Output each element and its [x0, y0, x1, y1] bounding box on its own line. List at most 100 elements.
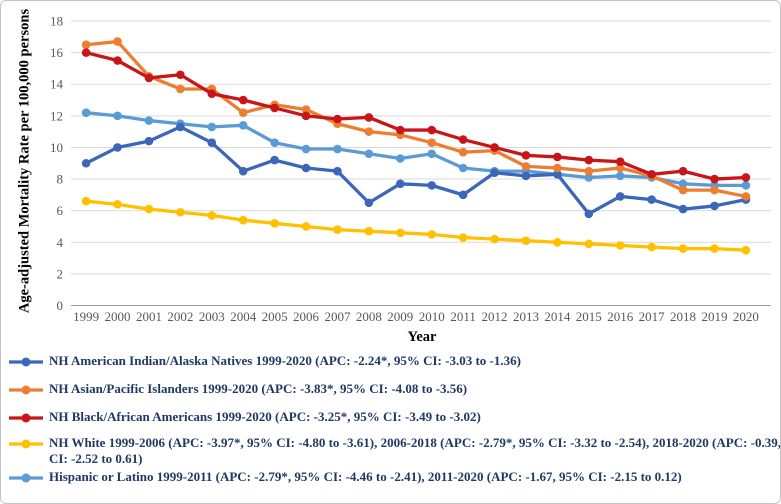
- data-point: [207, 89, 217, 99]
- svg-text:2009: 2009: [387, 309, 413, 324]
- legend-item: NH American Indian/Alaska Natives 1999-2…: [1, 353, 780, 369]
- svg-text:2003: 2003: [199, 309, 225, 324]
- data-point: [427, 181, 437, 190]
- data-point: [678, 244, 688, 253]
- svg-text:2016: 2016: [607, 309, 634, 324]
- svg-text:2001: 2001: [136, 309, 162, 324]
- legend-marker-icon: [9, 357, 43, 367]
- data-point: [553, 163, 562, 173]
- data-point: [364, 149, 374, 159]
- data-point: [113, 37, 122, 46]
- series-nh-black-african-americans: [81, 48, 751, 184]
- svg-text:16: 16: [50, 45, 64, 60]
- data-point: [615, 157, 625, 166]
- data-point: [741, 245, 751, 255]
- data-point: [238, 121, 248, 130]
- data-point: [81, 158, 91, 168]
- data-point: [678, 185, 688, 195]
- svg-text:2011: 2011: [450, 309, 476, 324]
- y-tick-labels: 0 2 4 6 8 10 12 14 16 18: [50, 14, 64, 314]
- svg-text:2017: 2017: [639, 309, 666, 324]
- svg-text:2018: 2018: [670, 309, 696, 324]
- data-point: [521, 171, 531, 181]
- data-point: [490, 168, 499, 178]
- data-point: [710, 174, 719, 184]
- data-point: [553, 152, 562, 162]
- legend-marker-icon: [9, 385, 43, 395]
- data-point: [301, 105, 311, 114]
- data-point: [521, 151, 531, 160]
- data-point: [741, 192, 751, 201]
- svg-text:6: 6: [57, 203, 64, 218]
- svg-text:14: 14: [50, 77, 64, 92]
- svg-text:2004: 2004: [230, 309, 257, 324]
- data-point: [395, 154, 405, 163]
- data-point: [364, 113, 374, 122]
- data-point: [647, 170, 656, 179]
- svg-text:2000: 2000: [105, 309, 131, 324]
- data-point: [81, 48, 91, 57]
- data-point: [710, 201, 719, 211]
- data-point: [270, 103, 279, 113]
- data-point: [144, 204, 154, 214]
- data-point: [238, 95, 248, 105]
- data-point: [553, 237, 562, 247]
- data-point: [81, 196, 91, 206]
- data-point: [364, 226, 374, 236]
- legend-item: NH Black/African Americans 1999-2020 (AP…: [1, 409, 780, 425]
- data-point: [615, 163, 625, 173]
- data-point: [364, 198, 374, 208]
- data-point: [81, 108, 91, 117]
- data-point: [615, 171, 625, 181]
- x-tick-labels: 1999 2000 2001 2002 2003 2004 2005 2006 2007 2008…: [73, 309, 759, 324]
- data-point: [113, 143, 122, 152]
- svg-text:2: 2: [57, 266, 64, 281]
- svg-text:10: 10: [50, 140, 63, 155]
- data-point: [81, 40, 91, 50]
- data-point: [301, 163, 311, 173]
- svg-text:8: 8: [57, 172, 64, 187]
- data-point: [458, 190, 468, 200]
- svg-text:2010: 2010: [419, 309, 445, 324]
- data-point: [270, 219, 279, 228]
- data-point: [584, 173, 594, 182]
- data-point: [113, 111, 122, 121]
- data-point: [301, 111, 311, 121]
- data-point: [678, 179, 688, 189]
- y-axis-title: Age-adjusted Mortality Rate per 100,000 …: [16, 8, 33, 314]
- legend-item-label: NH Asian/Pacific Islanders 1999-2020 (AP…: [49, 381, 468, 396]
- data-point: [678, 204, 688, 214]
- data-point: [458, 135, 468, 144]
- svg-text:2006: 2006: [293, 309, 320, 324]
- data-point: [615, 241, 625, 250]
- data-point: [333, 114, 342, 124]
- data-point: [490, 143, 499, 152]
- data-point: [584, 209, 594, 219]
- gridlines: [71, 20, 771, 306]
- svg-text:2012: 2012: [482, 309, 508, 324]
- legend-item: NH Asian/Pacific Islanders 1999-2020 (AP…: [1, 381, 780, 397]
- data-point: [458, 147, 468, 157]
- legend-marker-icon: [9, 439, 43, 449]
- svg-text:1999: 1999: [73, 309, 99, 324]
- legend-item-label: NH White 1999-2006 (APC: -3.97*, 95% CI:…: [49, 435, 781, 467]
- svg-text:2007: 2007: [324, 309, 351, 324]
- data-point: [458, 233, 468, 242]
- data-point: [301, 222, 311, 231]
- data-point: [584, 155, 594, 165]
- data-point: [427, 149, 437, 159]
- series-nh-white: [81, 196, 751, 255]
- data-point: [427, 138, 437, 148]
- legend-item-label: Hispanic or Latino 1999-2011 (APC: -2.79…: [49, 469, 682, 484]
- data-point: [521, 236, 531, 245]
- data-point: [395, 228, 405, 238]
- series-hispanic-or-latino: [81, 108, 751, 190]
- data-point: [710, 244, 719, 253]
- data-point: [647, 195, 656, 204]
- svg-text:2013: 2013: [513, 309, 539, 324]
- data-point: [176, 207, 185, 217]
- data-point: [207, 138, 217, 148]
- data-point: [521, 162, 531, 171]
- series-nh-american-indian-alaska-natives: [81, 122, 751, 219]
